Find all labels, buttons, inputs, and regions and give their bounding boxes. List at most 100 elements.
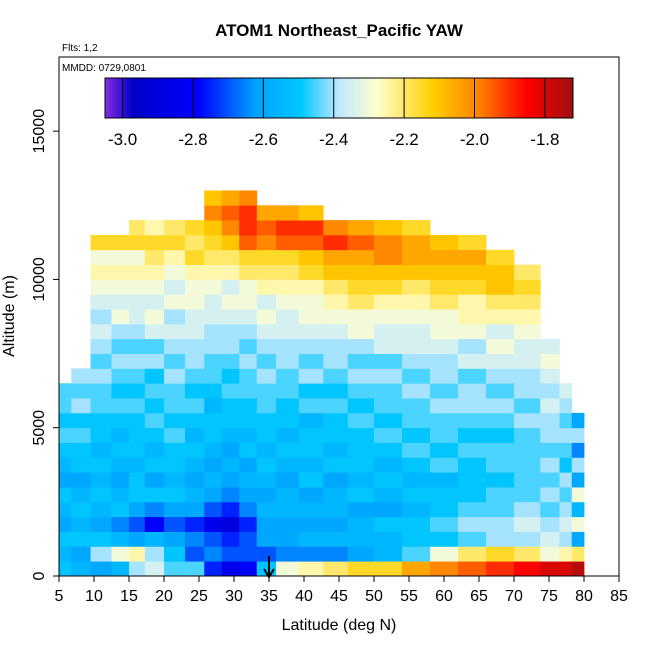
x-axis: 5 10 15 20 25 30 35 40 45 50 55 60 65 70 75 80 85 (55, 576, 628, 605)
heatmap-cell (276, 561, 300, 577)
heatmap-cell (458, 264, 487, 280)
heatmap-cell (256, 353, 277, 369)
heatmap-cell (111, 487, 130, 503)
heatmap-cell (559, 457, 573, 473)
heatmap-cell (486, 412, 515, 429)
heatmap-cell (164, 472, 186, 488)
heatmap-cell (164, 531, 186, 547)
heatmap-cell (374, 501, 403, 518)
y-axis: 0 5000 10000 15000 (31, 109, 59, 580)
heatmap-cell (402, 249, 431, 265)
heatmap-cell (486, 561, 515, 577)
heatmap-cell (430, 383, 459, 399)
heatmap-cell (298, 234, 324, 251)
heatmap-cell (59, 546, 72, 562)
heatmap-cell (559, 531, 573, 547)
heatmap-cell (323, 294, 349, 310)
heatmap-cell (185, 427, 205, 443)
heatmap-cell (239, 353, 258, 369)
heatmap-cell (430, 294, 459, 310)
heatmap-cell (276, 487, 300, 503)
heatmap-cell (239, 234, 258, 251)
heatmap-cell (347, 516, 375, 532)
heatmap-cell (204, 531, 223, 547)
heatmap-cell (204, 546, 223, 562)
heatmap-cell (276, 353, 300, 369)
heatmap-cell (298, 264, 324, 280)
heatmap-cell (239, 323, 258, 340)
heatmap-cell (298, 561, 324, 577)
heatmap-cell (144, 487, 165, 503)
heatmap-cell (164, 323, 186, 340)
heatmap-cell (514, 427, 541, 443)
heatmap-cell (374, 249, 403, 265)
heatmap-cell (323, 487, 349, 503)
heatmap-cell (458, 323, 487, 340)
heatmap-cell (298, 338, 324, 354)
heatmap-cell (239, 561, 258, 577)
heatmap-cell (514, 442, 541, 458)
heatmap-cell (71, 442, 91, 458)
heatmap-cell (458, 427, 487, 443)
heatmap-cell (221, 249, 240, 265)
x-tick-label: 30 (225, 588, 243, 605)
heatmap-cell (59, 398, 72, 414)
heatmap-cell (486, 457, 515, 473)
heatmap-cell (430, 368, 459, 384)
heatmap-cell (298, 368, 324, 384)
heatmap-cell (402, 561, 431, 577)
heatmap-cell (458, 457, 487, 473)
heatmap-cell (486, 353, 515, 369)
heatmap-cell (144, 531, 165, 547)
heatmap-cell (374, 457, 403, 473)
heatmap-cell (256, 398, 277, 414)
heatmap-cell (59, 457, 72, 473)
heatmap-cell (323, 323, 349, 340)
heatmap-cell (204, 561, 223, 577)
heatmap-cell (204, 323, 223, 340)
heatmap-cell (571, 442, 585, 458)
heatmap-cell (514, 323, 541, 340)
heatmap-cell (144, 427, 165, 443)
heatmap-cell (374, 398, 403, 414)
heatmap-cell (221, 190, 240, 206)
heatmap-cell (90, 501, 112, 518)
heatmap-cell (221, 412, 240, 429)
heatmap-cell (164, 412, 186, 429)
heatmap-cell (402, 323, 431, 340)
heatmap-cell (90, 338, 112, 354)
heatmap-cell (71, 501, 91, 518)
heatmap-cell (486, 487, 515, 503)
heatmap-cell (374, 279, 403, 295)
heatmap-cell (256, 264, 277, 280)
heatmap-cell (323, 338, 349, 354)
heatmap-cell (129, 457, 146, 473)
heatmap-cell (221, 368, 240, 384)
heatmap-cell (164, 546, 186, 562)
heatmap-cell (559, 442, 573, 458)
heatmap-cell (90, 412, 112, 429)
heatmap-cell (239, 220, 258, 236)
heatmap-cell (486, 249, 515, 265)
heatmap-cell (486, 309, 515, 325)
heatmap-cell (298, 205, 324, 221)
heatmap-cell (144, 472, 165, 488)
heatmap-cell (221, 353, 240, 369)
heatmap-cell (185, 442, 205, 458)
heatmap-cell (430, 516, 459, 532)
heatmap-cell (402, 220, 431, 236)
heatmap-cell (323, 309, 349, 325)
colorbar-tick-label: -2.8 (178, 130, 207, 149)
heatmap-cell (374, 412, 403, 429)
heatmap-cell (204, 234, 223, 251)
heatmap-cell (458, 383, 487, 399)
heatmap-cell (276, 234, 300, 251)
heatmap-cell (298, 457, 324, 473)
heatmap-cell (347, 220, 375, 236)
heatmap-cell (514, 294, 541, 310)
heatmap-cell (256, 205, 277, 221)
heatmap-cell (430, 457, 459, 473)
heatmap-cell (90, 249, 112, 265)
heatmap-cell (540, 501, 560, 518)
colorbar-tick-label: -1.8 (530, 130, 559, 149)
